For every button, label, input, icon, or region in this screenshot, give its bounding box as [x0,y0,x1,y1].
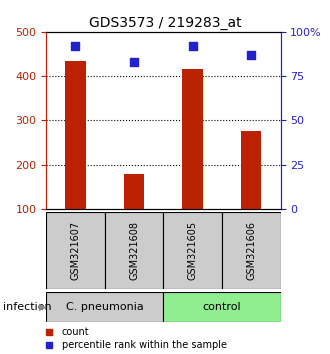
Text: control: control [203,302,241,312]
Bar [124,175,144,253]
Text: ▶: ▶ [39,302,47,312]
Bar [163,212,222,289]
Text: infection: infection [3,302,52,312]
Text: GSM321608: GSM321608 [129,221,139,280]
Text: GSM321605: GSM321605 [188,221,198,280]
Point [190,43,195,49]
Point [73,43,78,49]
Legend: count, percentile rank within the sample: count, percentile rank within the sample [45,327,227,350]
Bar [105,212,163,289]
Bar [65,61,86,253]
Text: GSM321607: GSM321607 [71,221,81,280]
Point [248,52,254,58]
Bar [241,131,261,253]
Bar [163,292,280,322]
Text: C. pneumonia: C. pneumonia [66,302,144,312]
Bar [222,212,280,289]
Text: GDS3573 / 219283_at: GDS3573 / 219283_at [89,16,241,30]
Text: GSM321606: GSM321606 [246,221,256,280]
Bar [182,69,203,253]
Point [131,59,137,65]
Bar [46,292,163,322]
Bar [46,212,105,289]
